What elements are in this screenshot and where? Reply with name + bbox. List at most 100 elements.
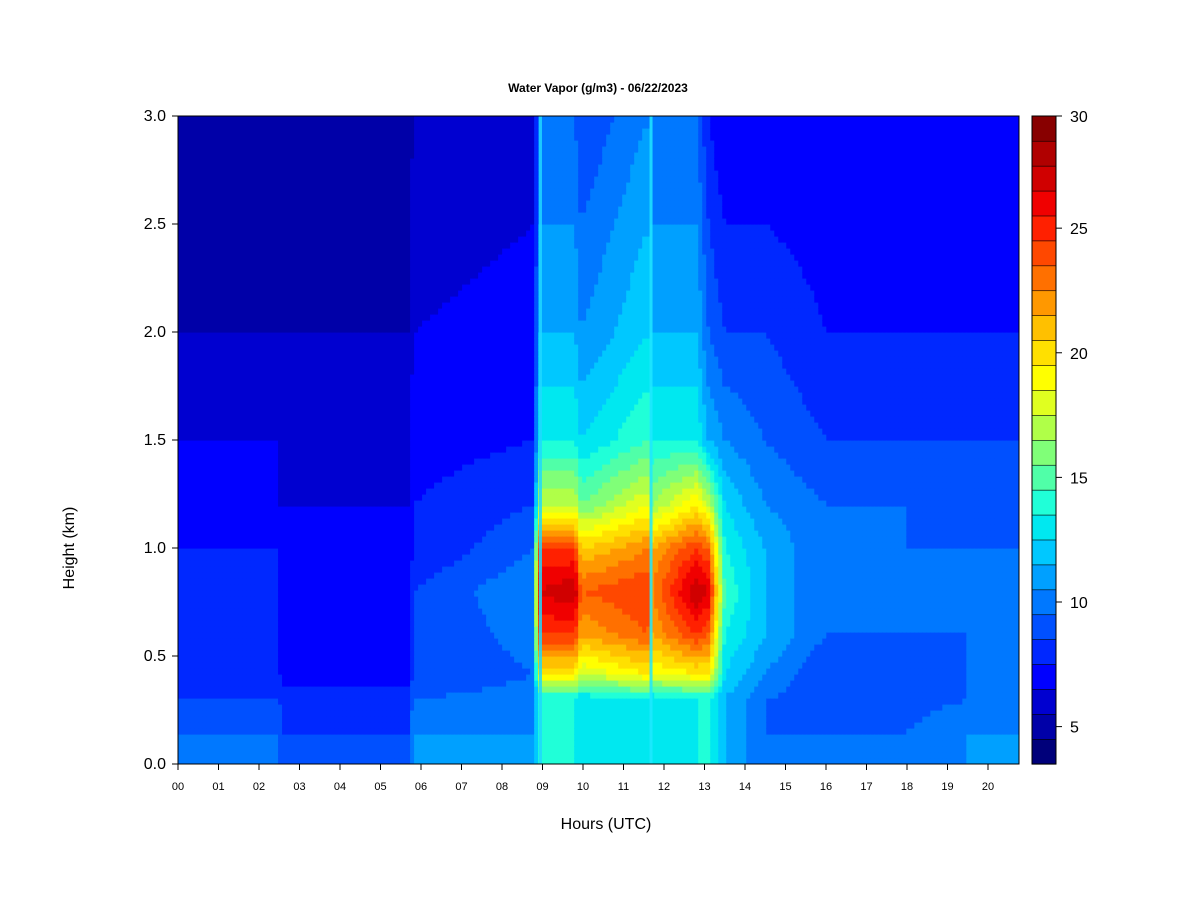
- heatmap-cell: [346, 182, 351, 189]
- heatmap-cell: [198, 398, 203, 405]
- heatmap-cell: [310, 680, 315, 687]
- heatmap-cell: [294, 380, 299, 387]
- heatmap-cell: [218, 194, 223, 201]
- heatmap-cell: [206, 170, 211, 177]
- heatmap-cell: [214, 338, 219, 345]
- heatmap-cell: [234, 554, 239, 561]
- heatmap-cell: [326, 338, 331, 345]
- heatmap-cell: [334, 284, 339, 291]
- heatmap-cell: [218, 350, 223, 357]
- heatmap-cell: [194, 686, 199, 693]
- heatmap-cell: [218, 722, 223, 729]
- heatmap-cell: [314, 260, 319, 267]
- heatmap-cell: [190, 404, 195, 411]
- heatmap-cell: [274, 536, 279, 543]
- heatmap-cell: [282, 446, 287, 453]
- heatmap-cell: [310, 746, 315, 753]
- heatmap-cell: [270, 476, 275, 483]
- heatmap-cell: [250, 758, 255, 764]
- heatmap-cell: [222, 392, 227, 399]
- heatmap-cell: [310, 260, 315, 267]
- heatmap-cell: [206, 698, 211, 705]
- heatmap-cell: [286, 650, 291, 657]
- heatmap-cell: [322, 242, 327, 249]
- heatmap-cell: [306, 422, 311, 429]
- heatmap-cell: [274, 710, 279, 717]
- heatmap-cell: [246, 428, 251, 435]
- heatmap-cell: [242, 284, 247, 291]
- heatmap-cell: [318, 578, 323, 585]
- heatmap-cell: [226, 122, 231, 129]
- heatmap-cell: [334, 746, 339, 753]
- heatmap-cell: [334, 632, 339, 639]
- heatmap-cell: [266, 272, 271, 279]
- heatmap-cell: [314, 206, 319, 213]
- heatmap-cell: [242, 734, 247, 741]
- heatmap-cell: [298, 338, 303, 345]
- heatmap-cell: [194, 356, 199, 363]
- heatmap-cell: [246, 164, 251, 171]
- heatmap-cell: [214, 644, 219, 651]
- heatmap-cell: [218, 242, 223, 249]
- heatmap-cell: [258, 548, 263, 555]
- heatmap-cell: [350, 380, 355, 387]
- heatmap-cell: [290, 506, 295, 513]
- heatmap-cell: [214, 434, 219, 441]
- heatmap-cell: [254, 146, 259, 153]
- heatmap-cell: [330, 290, 335, 297]
- heatmap-cell: [186, 374, 191, 381]
- heatmap-cell: [338, 290, 343, 297]
- heatmap-cell: [206, 146, 211, 153]
- heatmap-cell: [342, 560, 347, 567]
- heatmap-cell: [310, 470, 315, 477]
- heatmap-cell: [310, 122, 315, 129]
- heatmap-cell: [230, 728, 235, 735]
- heatmap-cell: [218, 488, 223, 495]
- heatmap-cell: [270, 332, 275, 339]
- heatmap-cell: [350, 710, 355, 717]
- heatmap-cell: [318, 350, 323, 357]
- heatmap-cell: [310, 602, 315, 609]
- heatmap-cell: [354, 644, 359, 651]
- heatmap-cell: [346, 386, 351, 393]
- heatmap-cell: [326, 494, 331, 501]
- heatmap-cell: [222, 356, 227, 363]
- heatmap-cell: [230, 566, 235, 573]
- heatmap-cell: [262, 644, 267, 651]
- heatmap-cell: [318, 368, 323, 375]
- heatmap-cell: [214, 482, 219, 489]
- heatmap-cell: [310, 488, 315, 495]
- heatmap-cell: [266, 518, 271, 525]
- heatmap-cell: [254, 188, 259, 195]
- heatmap-cell: [266, 692, 271, 699]
- heatmap-cell: [334, 338, 339, 345]
- heatmap-cell: [270, 428, 275, 435]
- heatmap-cell: [322, 344, 327, 351]
- heatmap-cell: [190, 200, 195, 207]
- heatmap-cell: [254, 254, 259, 261]
- heatmap-cell: [210, 458, 215, 465]
- heatmap-cell: [294, 506, 299, 513]
- heatmap-cell: [246, 500, 251, 507]
- heatmap-cell: [222, 314, 227, 321]
- heatmap-cell: [202, 644, 207, 651]
- heatmap-cell: [250, 536, 255, 543]
- heatmap-cell: [194, 434, 199, 441]
- heatmap-cell: [202, 164, 207, 171]
- heatmap-cell: [322, 200, 327, 207]
- heatmap-cell: [358, 428, 363, 435]
- heatmap-cell: [354, 152, 359, 159]
- heatmap-cell: [210, 728, 215, 735]
- heatmap-cell: [214, 164, 219, 171]
- heatmap-cell: [334, 620, 339, 627]
- heatmap-cell: [298, 242, 303, 249]
- heatmap-cell: [250, 716, 255, 723]
- heatmap-cell: [290, 728, 295, 735]
- heatmap-cell: [330, 422, 335, 429]
- heatmap-cell: [298, 662, 303, 669]
- heatmap-cell: [258, 320, 263, 327]
- heatmap-cell: [266, 710, 271, 717]
- heatmap-cell: [318, 332, 323, 339]
- heatmap-cell: [330, 602, 335, 609]
- heatmap-cell: [226, 200, 231, 207]
